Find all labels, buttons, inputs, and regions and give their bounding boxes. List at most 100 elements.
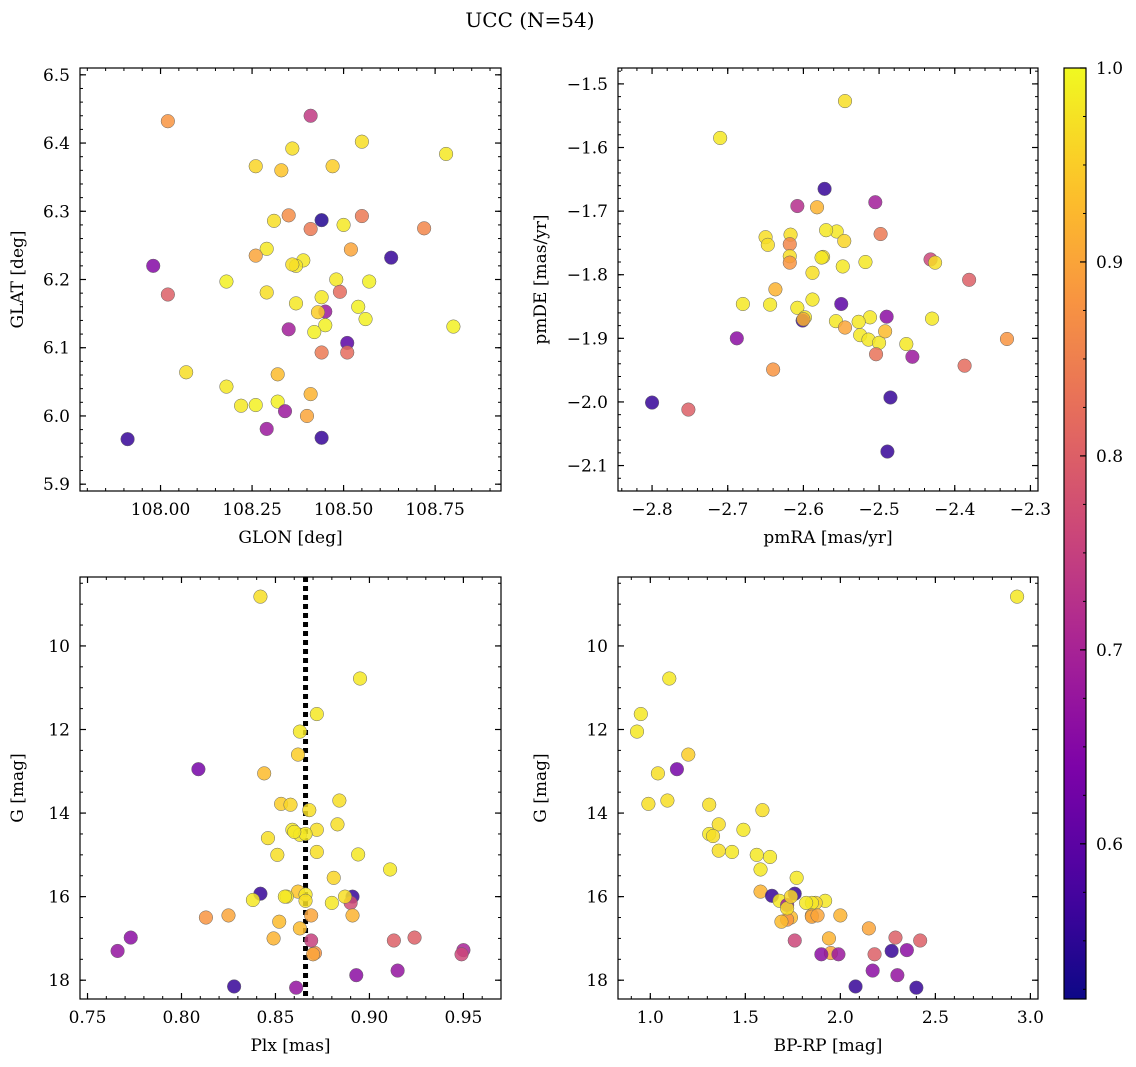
data-point <box>227 979 242 994</box>
data-point <box>417 221 432 236</box>
data-point <box>1010 589 1025 604</box>
data-point <box>343 242 358 257</box>
data-point <box>735 296 750 312</box>
x-tick-label: 108.75 <box>405 500 464 520</box>
data-point <box>879 309 894 324</box>
data-point <box>248 159 263 174</box>
data-point <box>281 322 296 337</box>
data-point <box>790 300 805 315</box>
x-axis-label: Plx [mas] <box>250 1036 330 1056</box>
data-point <box>281 208 296 223</box>
data-point <box>787 933 802 948</box>
data-point <box>390 963 405 978</box>
data-point <box>289 980 304 995</box>
y-tick-label: 6.3 <box>43 202 70 222</box>
x-axis-label: pmRA [mas/yr] <box>763 528 892 548</box>
data-point <box>782 255 797 270</box>
y-tick-label: 10 <box>48 637 70 657</box>
data-point <box>890 968 905 983</box>
y-tick-label: 12 <box>586 721 608 741</box>
data-point <box>310 305 326 320</box>
x-tick-label: 0.80 <box>163 1008 201 1028</box>
data-point <box>302 803 317 818</box>
data-point <box>763 297 778 312</box>
data-point <box>913 933 928 948</box>
data-point <box>303 387 318 402</box>
data-point <box>711 843 726 858</box>
y-tick-label: 6.2 <box>43 271 70 291</box>
data-point <box>277 404 293 419</box>
y-tick-label: 14 <box>586 804 608 824</box>
data-point <box>909 980 924 995</box>
data-point <box>641 796 656 811</box>
x-tick-label: −2.4 <box>934 500 975 520</box>
y-tick-label: 6.1 <box>43 339 70 359</box>
y-axis-label: G [mag] <box>8 753 28 822</box>
data-point <box>867 947 882 962</box>
data-point <box>783 889 798 904</box>
y-tick-label: −2.1 <box>567 457 608 477</box>
data-point <box>307 324 322 340</box>
data-point <box>219 274 234 289</box>
data-point <box>851 314 866 329</box>
data-point <box>292 921 307 936</box>
data-point <box>349 968 364 983</box>
data-point <box>266 213 282 228</box>
data-point <box>821 931 837 946</box>
data-point <box>858 254 873 270</box>
data-point <box>257 766 272 781</box>
data-point <box>160 114 175 129</box>
y-tick-label: −2.0 <box>567 393 608 413</box>
data-point <box>884 943 899 959</box>
data-point <box>304 908 319 923</box>
data-point <box>358 312 373 327</box>
data-point <box>650 766 665 781</box>
data-point <box>245 892 260 908</box>
data-point <box>191 762 206 777</box>
data-point <box>306 947 321 962</box>
y-axis-label: GLAT [deg] <box>8 230 28 328</box>
x-tick-label: 0.85 <box>257 1008 295 1028</box>
data-point <box>285 141 300 156</box>
data-point <box>407 930 422 945</box>
data-point <box>277 889 292 904</box>
data-point <box>332 284 347 299</box>
data-point <box>351 847 366 862</box>
data-point <box>805 265 820 280</box>
data-point <box>198 910 213 925</box>
data-point <box>869 347 884 362</box>
x-tick-label: −2.3 <box>1010 500 1051 520</box>
data-point <box>713 130 728 146</box>
data-point <box>633 706 648 722</box>
x-tick-label: 1.0 <box>637 1008 664 1028</box>
plx-gmag-points <box>110 589 471 995</box>
data-point <box>669 762 684 777</box>
data-point <box>835 259 850 274</box>
data-point <box>288 296 304 311</box>
data-point <box>248 248 263 263</box>
x-tick-label: 108.25 <box>222 500 281 520</box>
data-point <box>160 287 175 302</box>
colorbar-tick-label: 0.8 <box>1096 447 1123 467</box>
cmd-scatter-panel: 1.0 1.5 2.0 2.5 3.0 10 12 14 16 18 BP-RP [mag] G [m… <box>531 576 1044 1056</box>
data-point <box>234 398 249 413</box>
data-point <box>834 296 849 312</box>
data-point <box>329 272 344 287</box>
data-point <box>925 311 940 326</box>
glon-glat-scatter-panel: 108.00 108.25 108.50 108.75 5.9 6.0 6.1 6.2 6.3 6… <box>8 66 502 548</box>
data-point <box>383 862 398 877</box>
data-point <box>814 250 829 265</box>
y-tick-label: 16 <box>48 888 70 908</box>
data-point <box>729 331 744 346</box>
data-point <box>762 849 778 864</box>
y-tick-label: 14 <box>48 804 70 824</box>
data-point <box>324 895 339 910</box>
data-point <box>905 349 920 364</box>
data-point <box>318 318 333 333</box>
data-point <box>303 108 318 123</box>
data-point <box>259 285 274 300</box>
data-point <box>848 979 863 994</box>
x-tick-label: −2.6 <box>783 500 824 520</box>
x-tick-label: 0.95 <box>444 1008 482 1028</box>
data-point <box>880 444 895 459</box>
